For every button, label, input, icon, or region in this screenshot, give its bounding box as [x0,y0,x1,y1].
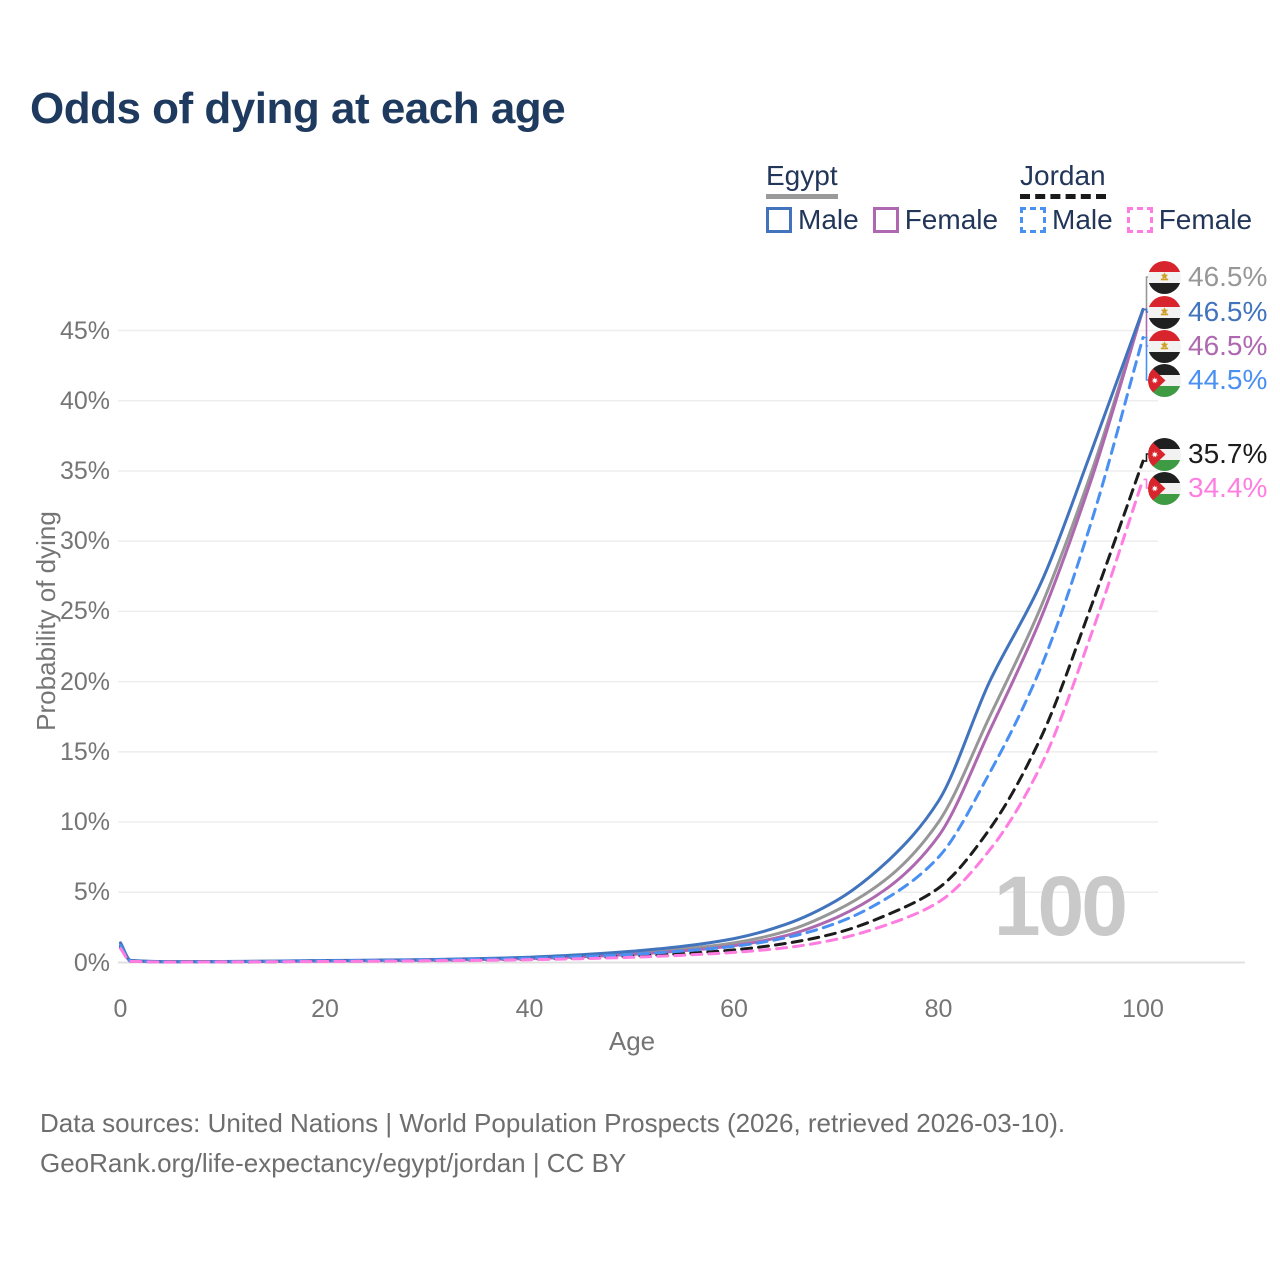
legend-egypt-title[interactable]: Egypt [766,160,838,199]
y-tick-label: 45% [59,316,110,345]
end-label-value: 34.4% [1188,472,1268,503]
end-label-egypt-female: 46.5% [1148,328,1267,364]
x-tick-label: 60 [720,995,748,1023]
end-label-value: 46.5% [1188,261,1268,292]
end-label-jordan-combined: 35.7% [1148,436,1267,472]
y-tick-label: 0% [73,948,110,977]
y-tick-label: 30% [59,527,110,556]
egypt-flag-icon [1148,295,1181,329]
y-tick-label: 20% [59,667,110,696]
egypt-flag-icon [1148,329,1181,363]
series-line-jordan-female [119,477,1145,964]
legend-egypt-female[interactable]: Female [872,204,999,236]
end-label-value: 35.7% [1188,438,1268,469]
legend-egypt-male[interactable]: Male [766,204,859,236]
y-tick-label: 10% [59,808,110,837]
y-tick-label: 35% [59,456,110,485]
footer-sources: Data sources: United Nations | World Pop… [40,1108,1066,1138]
jordan-male-swatch-icon [1020,207,1046,233]
end-label-value: 46.5% [1188,296,1268,327]
legend-jordan-row: Male Female [1020,204,1252,236]
x-tick-label: 40 [515,995,544,1023]
end-label-value: 44.5% [1188,364,1268,395]
egypt-female-swatch-icon [872,207,899,233]
end-label-jordan-male: 44.5% [1148,362,1267,398]
legend-egypt-row: Male Female [766,204,998,236]
x-tick-label: 100 [1122,995,1164,1023]
footer-link[interactable]: GeoRank.org/life-expectancy/egypt/jordan… [40,1148,627,1178]
legend-jordan-female-label: Female [1158,204,1253,235]
legend-egypt-female-label: Female [904,204,999,235]
x-tick-label: 0 [113,995,128,1023]
jordan-flag-icon [1148,437,1181,471]
end-label-jordan-female: 34.4% [1148,470,1267,506]
y-axis-title: Probability of dying [31,511,61,731]
end-label-egypt-male: 46.5% [1148,294,1267,330]
legend-jordan-male-label: Male [1052,204,1113,235]
x-tick-label: 80 [924,995,953,1023]
end-label-value: 46.5% [1188,330,1268,361]
y-tick-label: 40% [59,386,110,415]
x-axis-title: Age [608,1026,656,1056]
legend-egypt-male-label: Male [798,204,859,235]
y-tick-label: 15% [59,737,110,766]
y-tick-label: 25% [59,597,110,626]
jordan-flag-icon [1148,363,1181,397]
y-tick-label: 5% [73,878,110,907]
jordan-female-swatch-icon [1126,207,1153,233]
legend-jordan-title[interactable]: Jordan [1020,160,1106,199]
x-tick-label: 20 [311,995,339,1023]
legend-jordan-male[interactable]: Male [1020,204,1113,236]
jordan-flag-icon [1148,471,1181,505]
egypt-flag-icon [1148,260,1181,294]
page-title: Odds of dying at each age [30,84,566,133]
age-watermark: 100 [993,859,1128,953]
end-label-egypt-combined: 46.5% [1148,259,1267,295]
egypt-male-swatch-icon [766,207,792,233]
legend-jordan-female[interactable]: Female [1126,204,1253,236]
